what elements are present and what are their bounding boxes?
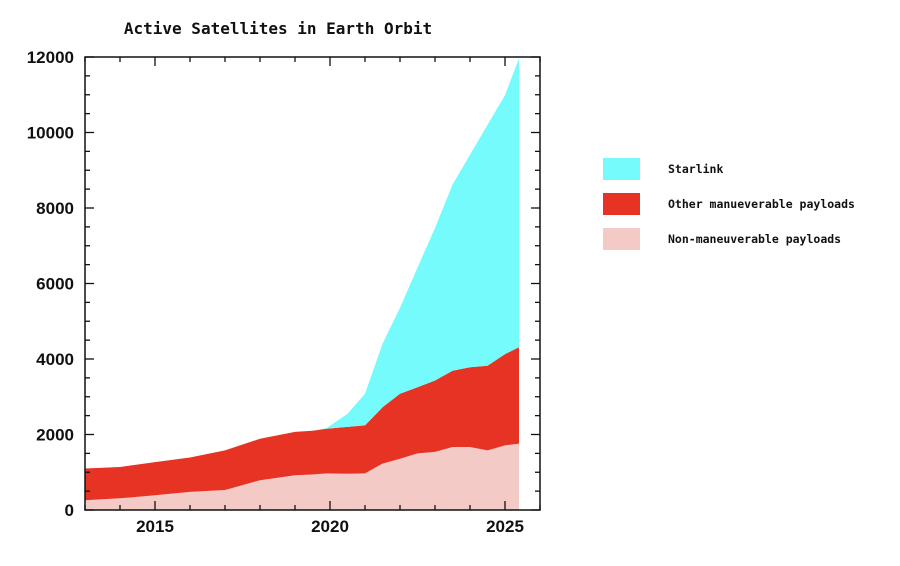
area-starlink (85, 58, 519, 469)
legend-swatch (603, 193, 640, 215)
y-tick-label: 10000 (27, 124, 74, 143)
y-tick-label: 2000 (36, 426, 74, 445)
y-tick-label: 4000 (36, 350, 74, 369)
legend-label: Other manueverable payloads (668, 197, 855, 211)
legend-label: Non-maneuverable payloads (668, 232, 841, 246)
legend-swatch (603, 228, 640, 250)
x-tick-label: 2020 (311, 517, 349, 536)
legend: Starlink Other manueverable payloads Non-m… (603, 158, 855, 250)
y-tick-label: 0 (65, 501, 74, 520)
y-tick-label: 8000 (36, 199, 74, 218)
axes: 0 2000 4000 6000 8000 10000 12000 2015 2020 2025 (27, 48, 541, 536)
area-non-maneuverable-payloads (85, 443, 519, 510)
x-tick-label: 2015 (136, 517, 174, 536)
y-tick-label: 12000 (27, 48, 74, 67)
y-tick-label: 6000 (36, 275, 74, 294)
x-tick-label: 2025 (486, 517, 524, 536)
chart-title: Active Satellites in Earth Orbit (124, 19, 432, 38)
legend-swatch (603, 158, 640, 180)
legend-label: Starlink (668, 162, 723, 176)
area-other-manueverable-payloads (85, 347, 519, 501)
plot-areas (85, 58, 519, 510)
